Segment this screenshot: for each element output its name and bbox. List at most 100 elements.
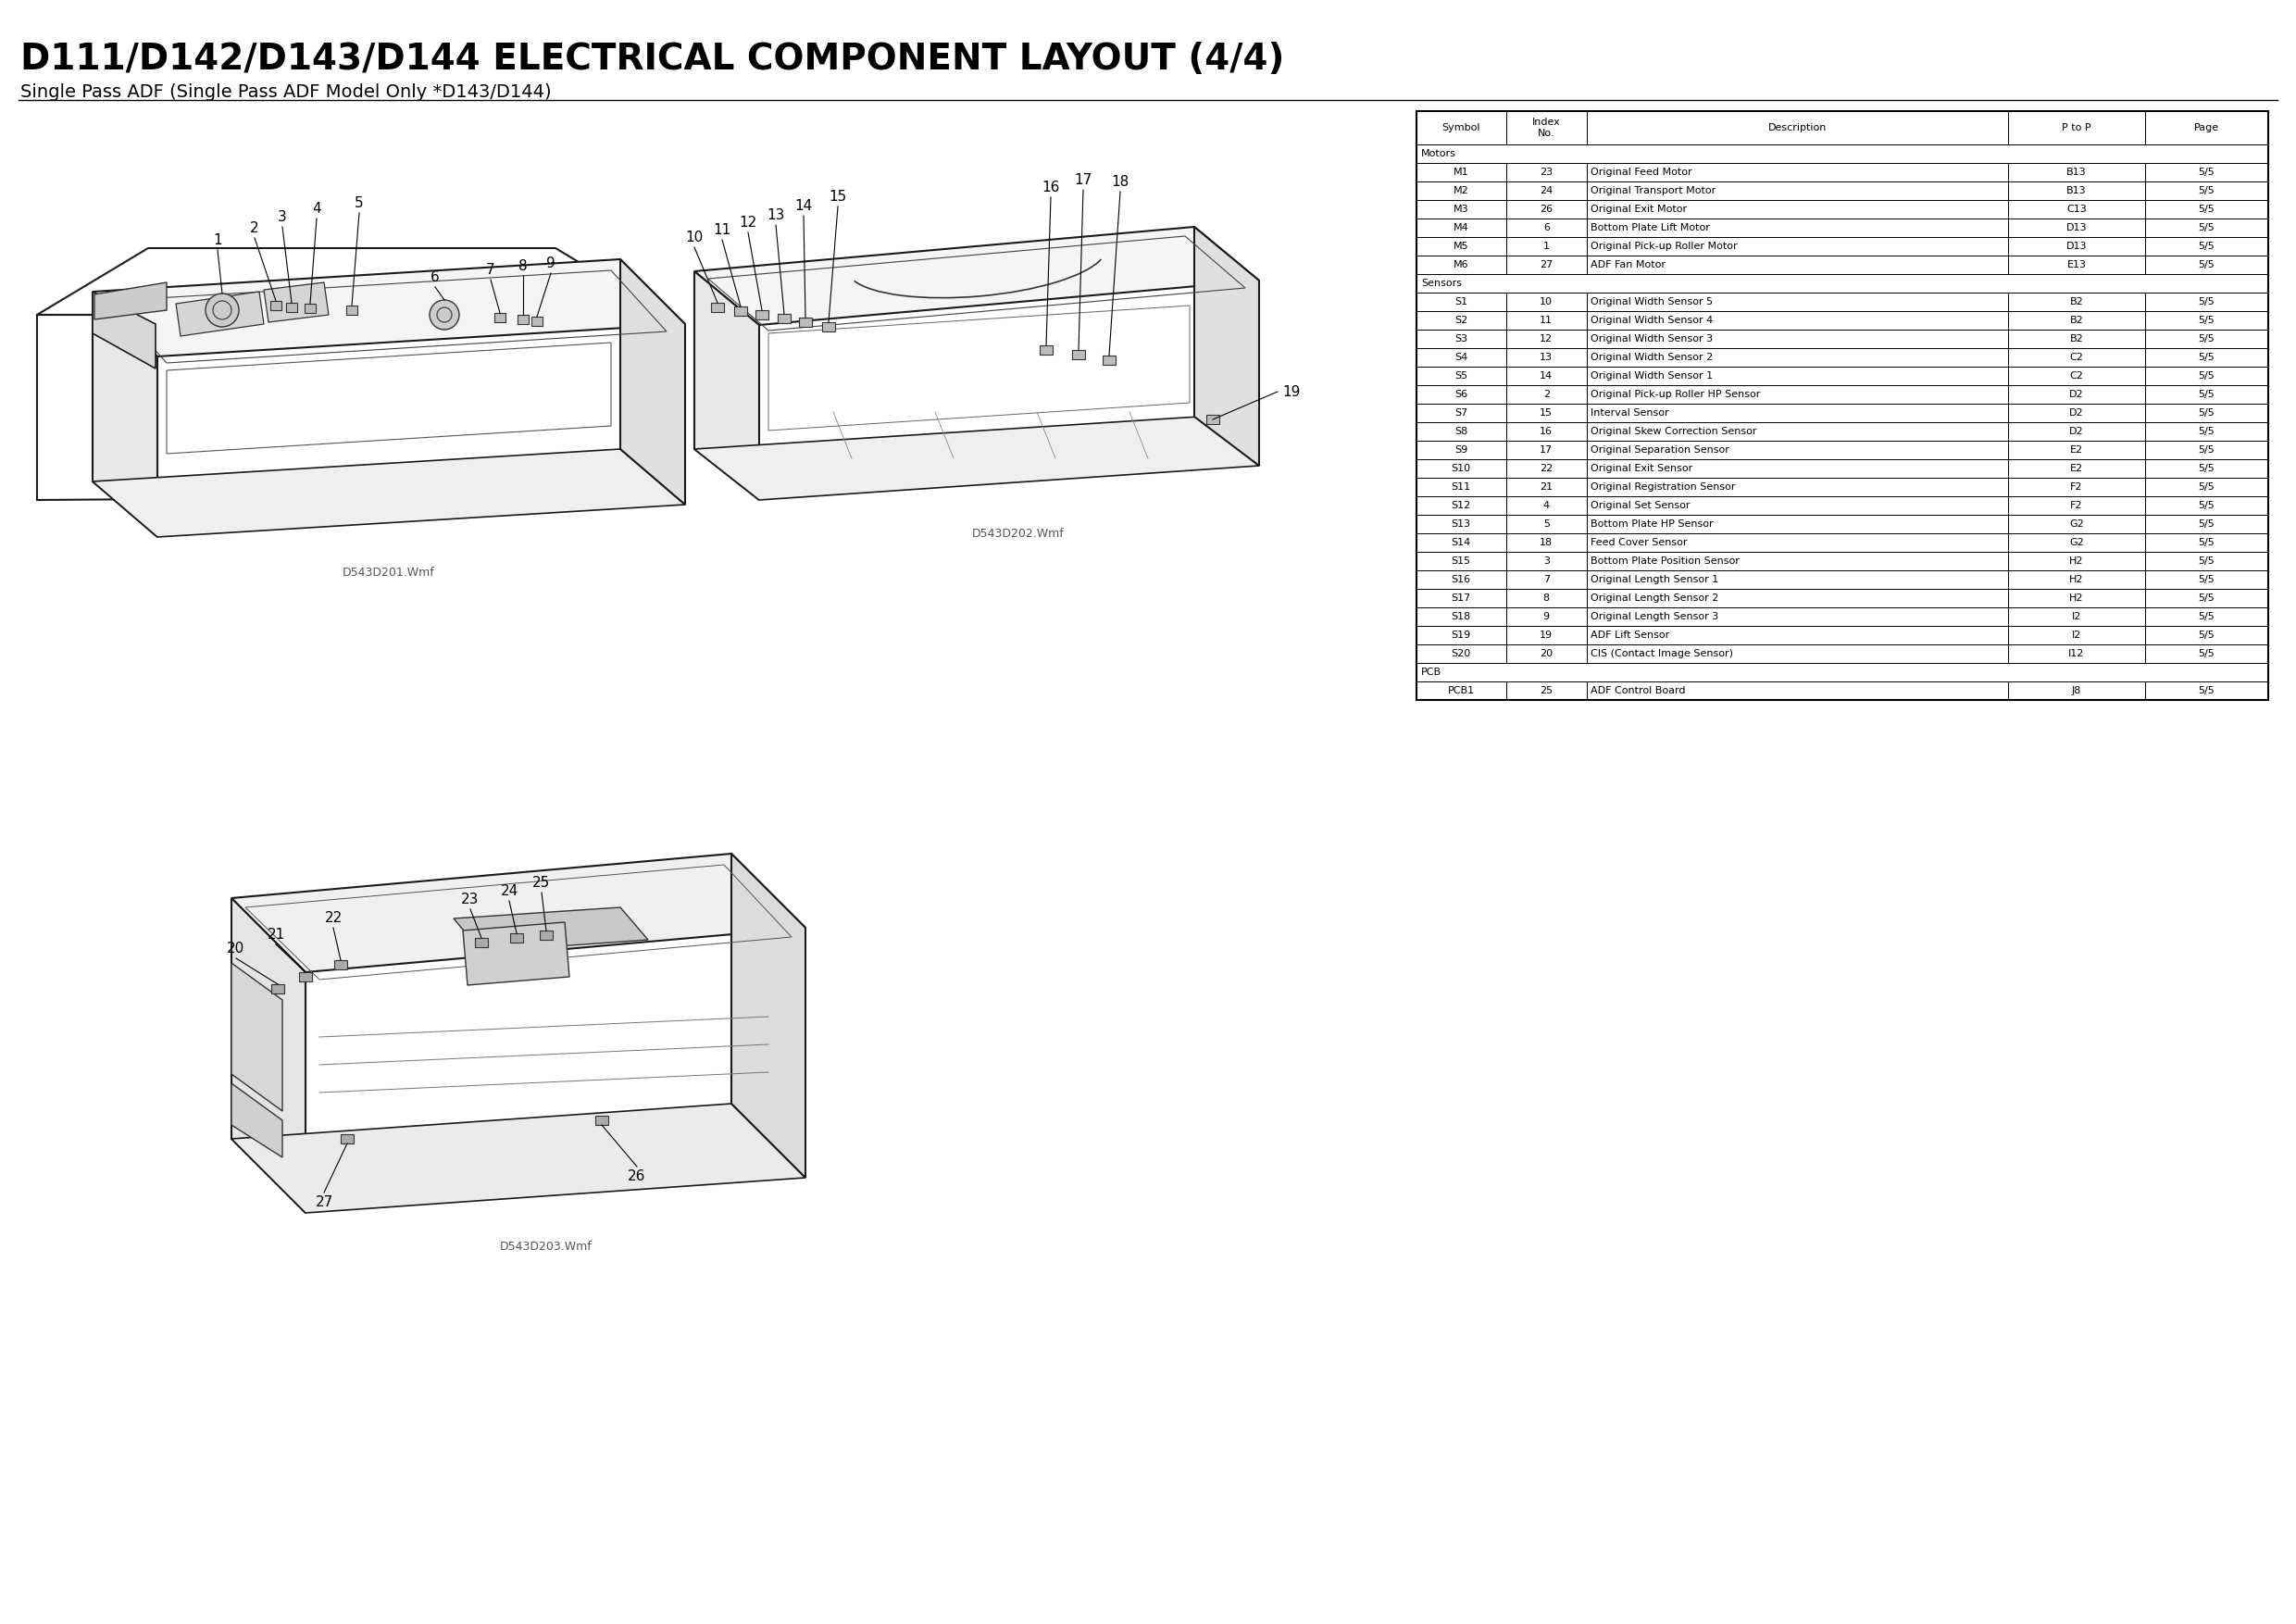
Polygon shape xyxy=(92,292,156,369)
Text: M4: M4 xyxy=(1453,222,1469,232)
Text: Description: Description xyxy=(1768,123,1828,133)
Bar xyxy=(1417,312,1506,330)
Text: 5/5: 5/5 xyxy=(2197,242,2216,252)
Bar xyxy=(1587,422,2009,440)
Bar xyxy=(2009,182,2144,200)
Text: B2: B2 xyxy=(2069,315,2082,325)
Text: Page: Page xyxy=(2195,123,2218,133)
Bar xyxy=(1587,515,2009,533)
Text: 27: 27 xyxy=(315,1195,333,1210)
Bar xyxy=(1417,422,1506,440)
Text: M1: M1 xyxy=(1453,167,1469,177)
Text: Interval Sensor: Interval Sensor xyxy=(1591,408,1669,417)
Bar xyxy=(1587,570,2009,590)
Text: S13: S13 xyxy=(1451,520,1472,529)
Text: 4: 4 xyxy=(1543,500,1550,510)
Text: 14: 14 xyxy=(794,200,813,213)
Text: S1: S1 xyxy=(1456,297,1467,307)
Circle shape xyxy=(207,294,239,326)
Bar xyxy=(2009,515,2144,533)
Text: 8: 8 xyxy=(519,260,528,273)
Text: S6: S6 xyxy=(1456,390,1467,400)
Bar xyxy=(298,973,312,981)
Bar xyxy=(494,313,505,322)
Bar xyxy=(1587,255,2009,274)
Text: 6: 6 xyxy=(1543,222,1550,232)
Bar xyxy=(2009,477,2144,497)
Text: ADF Lift Sensor: ADF Lift Sensor xyxy=(1591,630,1669,640)
Bar xyxy=(2009,385,2144,404)
Bar xyxy=(1417,182,1506,200)
Text: 26: 26 xyxy=(1541,205,1552,214)
Polygon shape xyxy=(232,898,305,1213)
Text: 23: 23 xyxy=(1541,167,1552,177)
Bar xyxy=(1506,404,1587,422)
Text: Motors: Motors xyxy=(1421,149,1456,158)
Text: I2: I2 xyxy=(2071,612,2082,622)
Bar xyxy=(2144,219,2268,237)
Bar xyxy=(305,304,317,313)
Text: 5/5: 5/5 xyxy=(2197,390,2216,400)
Bar xyxy=(530,317,542,326)
Bar xyxy=(1506,330,1587,348)
Text: 5/5: 5/5 xyxy=(2197,427,2216,437)
Bar xyxy=(755,310,769,320)
Text: 13: 13 xyxy=(1541,352,1552,362)
Bar xyxy=(1417,625,1506,645)
Text: S19: S19 xyxy=(1451,630,1472,640)
Bar xyxy=(510,934,523,942)
Bar xyxy=(1506,182,1587,200)
Text: 25: 25 xyxy=(533,875,551,890)
Bar xyxy=(2144,682,2268,700)
Bar xyxy=(1506,219,1587,237)
Text: E2: E2 xyxy=(2071,445,2082,455)
Bar xyxy=(1417,440,1506,460)
Bar xyxy=(1417,255,1506,274)
Text: G2: G2 xyxy=(2069,538,2085,547)
Text: 11: 11 xyxy=(714,222,730,237)
Bar xyxy=(1587,312,2009,330)
Text: 16: 16 xyxy=(1541,427,1552,437)
Bar xyxy=(1417,497,1506,515)
Text: B2: B2 xyxy=(2069,335,2082,344)
Text: S20: S20 xyxy=(1451,650,1472,658)
Polygon shape xyxy=(94,283,168,320)
Text: P to P: P to P xyxy=(2062,123,2092,133)
Text: D2: D2 xyxy=(2069,390,2085,400)
Bar xyxy=(1417,274,2268,292)
Bar xyxy=(1506,460,1587,477)
Text: B13: B13 xyxy=(2066,167,2087,177)
Bar xyxy=(1587,219,2009,237)
Bar xyxy=(1506,607,1587,625)
Bar xyxy=(1587,200,2009,219)
Text: I12: I12 xyxy=(2069,650,2085,658)
Text: 19: 19 xyxy=(1281,385,1300,398)
Bar xyxy=(1417,682,1506,700)
Bar xyxy=(1417,367,1506,385)
Bar xyxy=(2144,330,2268,348)
Bar xyxy=(1417,460,1506,477)
Bar xyxy=(1587,682,2009,700)
Bar xyxy=(2144,292,2268,312)
Bar xyxy=(2144,515,2268,533)
Polygon shape xyxy=(1194,227,1258,466)
Text: 5/5: 5/5 xyxy=(2197,612,2216,622)
Text: 5/5: 5/5 xyxy=(2197,315,2216,325)
Bar xyxy=(1506,533,1587,552)
Bar xyxy=(2144,625,2268,645)
Text: M2: M2 xyxy=(1453,187,1469,195)
Bar xyxy=(735,307,746,315)
Bar xyxy=(2144,645,2268,663)
Text: I2: I2 xyxy=(2071,630,2082,640)
Bar xyxy=(2009,255,2144,274)
Text: 25: 25 xyxy=(1541,685,1552,695)
Bar xyxy=(1587,552,2009,570)
Bar xyxy=(2144,200,2268,219)
Text: Feed Cover Sensor: Feed Cover Sensor xyxy=(1591,538,1688,547)
Bar xyxy=(2144,440,2268,460)
Text: 5/5: 5/5 xyxy=(2197,408,2216,417)
Bar xyxy=(2144,348,2268,367)
Text: 17: 17 xyxy=(1541,445,1552,455)
Bar xyxy=(1587,440,2009,460)
Text: 9: 9 xyxy=(1543,612,1550,622)
